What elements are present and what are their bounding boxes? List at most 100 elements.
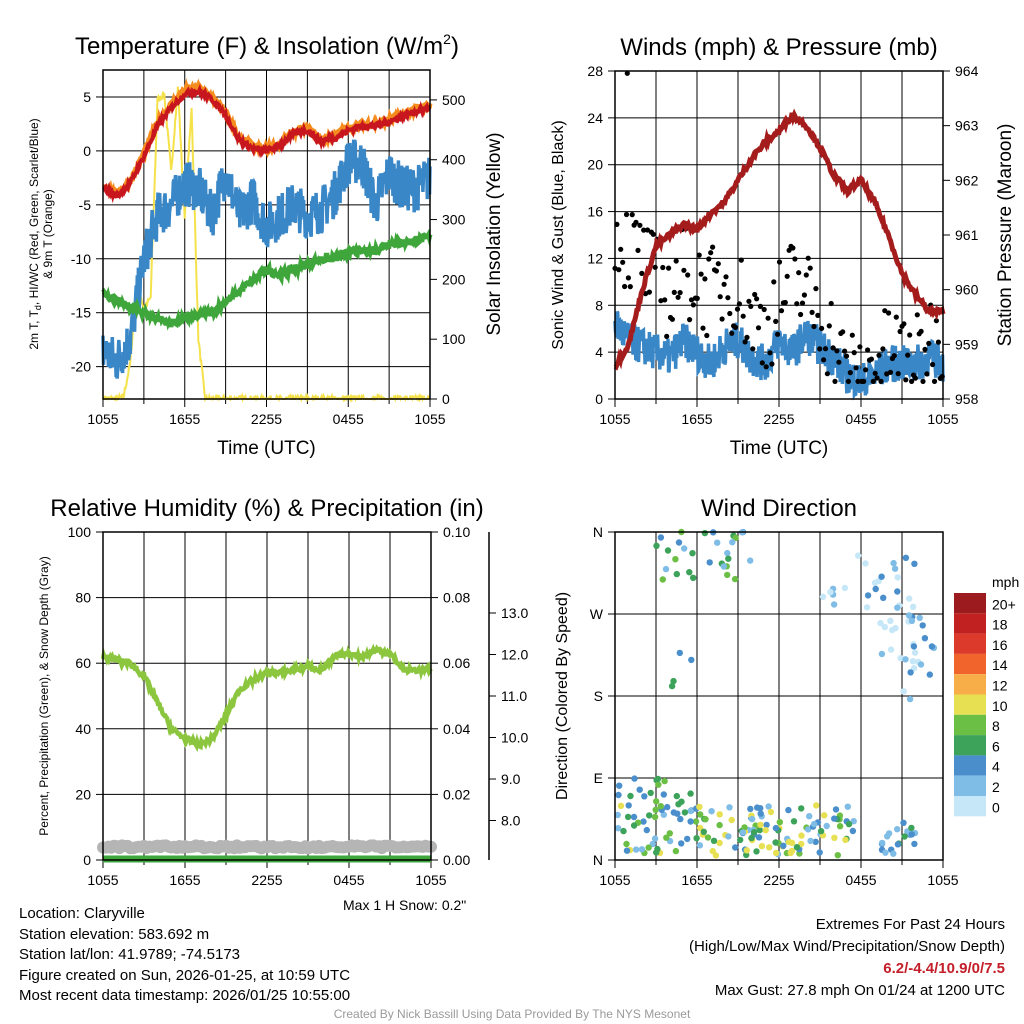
gust-point (690, 302, 697, 308)
gust-point (666, 265, 672, 271)
direction-point (763, 821, 770, 829)
direction-point (641, 793, 648, 800)
y-tick-label: 0 (595, 391, 603, 407)
x-tick-label: 1055 (927, 411, 958, 427)
y-tick-label: N (593, 852, 603, 868)
direction-point (684, 835, 691, 843)
direction-point (732, 534, 739, 542)
gust-point (740, 313, 746, 319)
direction-point (664, 803, 671, 811)
direction-point (926, 671, 933, 678)
y-tick-label: S (594, 688, 603, 704)
superscript: 2 (443, 31, 451, 47)
direction-point (636, 786, 643, 793)
y3-tick-label: 9.0 (501, 771, 521, 787)
gust-point (811, 323, 817, 330)
direction-point (748, 834, 755, 842)
direction-point (653, 798, 660, 805)
direction-point (906, 595, 913, 602)
x-tick-label: 1655 (169, 411, 200, 427)
direction-point (678, 840, 685, 847)
legend-swatch (954, 593, 986, 614)
direction-point (615, 791, 622, 799)
direction-point (908, 831, 915, 838)
y3-tick-label: 11.0 (501, 688, 527, 704)
recent-timestamp: Most recent data timestamp: 2026/01/25 1… (19, 987, 351, 1004)
direction-point (700, 828, 707, 835)
y-tick-label: N (593, 524, 603, 540)
gust-point (870, 378, 876, 384)
y-tick-label: 80 (75, 590, 91, 606)
extremes-panel: Extremes For Past 24 Hours (High/Low/Max… (689, 914, 1005, 1002)
direction-point (911, 560, 918, 567)
direction-point (902, 554, 910, 561)
gust-point (868, 356, 875, 362)
gust-point (736, 301, 743, 307)
direction-point (725, 555, 732, 562)
gust-point (849, 332, 855, 338)
direction-point (668, 682, 676, 690)
gust-point (796, 270, 802, 276)
direction-point (834, 852, 841, 859)
y-tick-label: 24 (587, 110, 603, 126)
direction-point (823, 822, 830, 830)
gust-point (616, 267, 622, 273)
gust-point (755, 325, 762, 331)
direction-point (753, 848, 760, 855)
y-tick-label: 5 (83, 89, 91, 105)
direction-point (887, 646, 895, 653)
plot-frame (102, 69, 431, 400)
gust-point (897, 328, 903, 335)
y-axis-label: Percent, Precipitation (Green), & Snow D… (37, 556, 51, 835)
legend-swatch (954, 674, 986, 695)
direction-point (864, 592, 872, 599)
y3-tick-label: 13.0 (501, 605, 528, 621)
direction-point (716, 839, 723, 847)
legend-swatch (954, 775, 986, 796)
legend-swatch (954, 653, 986, 675)
x-tick-label: 2255 (763, 411, 794, 427)
gust-point (650, 231, 656, 237)
x-tick-label: 1655 (681, 872, 712, 888)
legend-label: 16 (992, 637, 1008, 653)
direction-point (620, 827, 627, 835)
gust-point (886, 310, 892, 316)
y-tick-label: 16 (587, 204, 603, 220)
direction-point (646, 812, 653, 819)
y-axis-label: Direction (Colored By Speed) (554, 592, 571, 800)
gust-point (767, 350, 773, 356)
label-tail: , HI/WC (Red, Green, Scarlet/Blue) (27, 118, 41, 305)
gust-point (842, 348, 848, 354)
legend-label: 4 (992, 759, 1000, 775)
gust-point (752, 291, 758, 298)
direction-point (677, 815, 684, 823)
direction-point (632, 846, 640, 853)
y-tick-label: 100 (68, 524, 92, 540)
gust-point (891, 353, 897, 359)
x-tick-label: 0455 (333, 411, 364, 427)
gust-point (748, 303, 754, 309)
gust-point (836, 359, 842, 365)
gust-point (629, 212, 635, 218)
direction-point (697, 811, 704, 818)
direction-point (790, 818, 798, 825)
direction-point (675, 539, 683, 546)
gust-point (719, 316, 725, 322)
y2-tick-label: 500 (442, 92, 466, 108)
direction-point (890, 559, 897, 567)
direction-point (850, 818, 857, 825)
station-location: Location: Claryville (19, 905, 145, 922)
gust-point (939, 373, 945, 380)
y-axis-label-line2: & 9m T (Orange) (41, 189, 55, 279)
direction-point (894, 841, 902, 848)
gust-point (769, 361, 775, 367)
y2-tick-label: 0 (442, 391, 450, 407)
x-tick-label: 2255 (251, 872, 282, 888)
direction-point (672, 556, 679, 563)
x-tick-label: 0455 (845, 411, 876, 427)
direction-point (772, 839, 779, 846)
direction-point (640, 818, 647, 825)
gust-point (887, 369, 894, 375)
gust-point (799, 300, 806, 306)
